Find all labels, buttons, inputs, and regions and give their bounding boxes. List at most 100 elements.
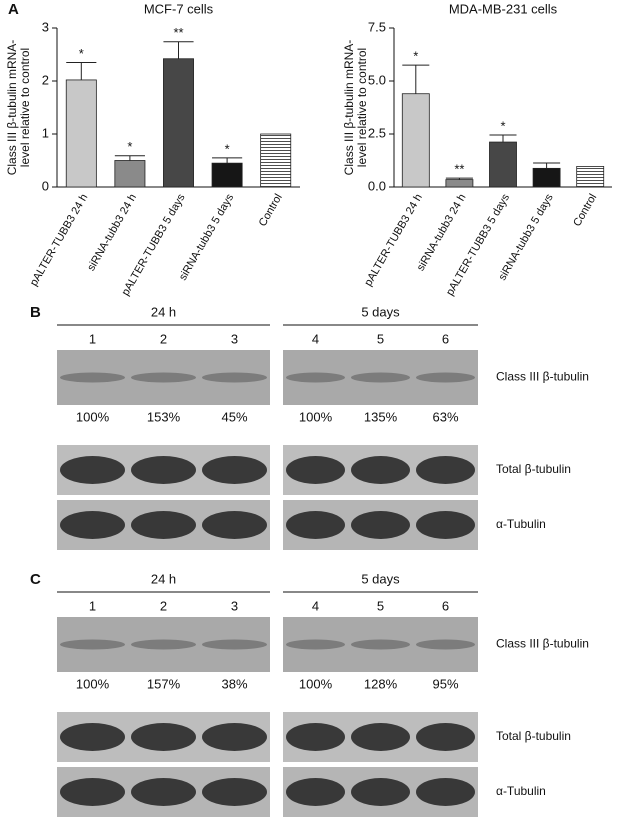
blot-band xyxy=(416,511,475,539)
blot-band xyxy=(131,372,196,383)
percent-label: 100% xyxy=(299,409,333,424)
y-axis-label: level relative to control xyxy=(355,48,369,167)
row-label: α-Tubulin xyxy=(496,517,546,531)
lane-number: 6 xyxy=(442,598,449,613)
x-tick-label: siRNA-tubb3 5 days xyxy=(177,192,237,283)
blot-band xyxy=(202,778,267,806)
y-tick-label: 0 xyxy=(42,178,49,193)
blot-band xyxy=(60,778,125,806)
bar xyxy=(211,162,243,188)
y-axis-label: Class III β-tubulin mRNA- xyxy=(5,40,19,176)
significance: * xyxy=(79,46,84,61)
blot-band xyxy=(202,511,267,539)
blot-band xyxy=(202,456,267,484)
percent-label: 128% xyxy=(364,676,398,691)
chart-title: MDA-MB-231 cells xyxy=(449,1,558,16)
significance: ** xyxy=(173,25,183,40)
y-tick-label: 7.5 xyxy=(368,19,386,34)
blot-band xyxy=(416,372,475,383)
blot-band xyxy=(351,778,410,806)
x-tick-label: pALTER-TUBB3 24 h xyxy=(28,192,91,288)
lane-number: 2 xyxy=(160,331,167,346)
blot-band xyxy=(416,778,475,806)
significance: * xyxy=(127,139,132,154)
lane-number: 3 xyxy=(231,331,238,346)
blot-band xyxy=(416,639,475,650)
bar xyxy=(163,58,194,188)
lane-number: 1 xyxy=(89,598,96,613)
percent-label: 153% xyxy=(147,409,181,424)
group-label: 24 h xyxy=(151,571,176,586)
blot-band xyxy=(351,372,410,383)
lane-number: 5 xyxy=(377,331,384,346)
x-tick-label: Control xyxy=(571,192,599,229)
row-label: α-Tubulin xyxy=(496,784,546,798)
blot-band xyxy=(60,723,125,751)
x-tick-label: siRNA-tubb3 24 h xyxy=(415,192,469,273)
bar xyxy=(260,133,292,188)
y-tick-label: 5.0 xyxy=(368,72,386,87)
percent-label: 95% xyxy=(432,676,458,691)
blot-band xyxy=(131,778,196,806)
blot-band xyxy=(131,456,196,484)
group-label: 5 days xyxy=(361,571,400,586)
percent-label: 45% xyxy=(221,409,247,424)
bar xyxy=(532,167,561,188)
blot-band xyxy=(60,511,125,539)
x-tick-label: pALTER-TUBB3 24 h xyxy=(362,192,425,288)
lane-number: 6 xyxy=(442,331,449,346)
lane-number: 4 xyxy=(312,598,319,613)
blot-band xyxy=(202,723,267,751)
lane-number: 4 xyxy=(312,331,319,346)
blot-band xyxy=(286,511,345,539)
row-label: Total β-tubulin xyxy=(496,462,571,476)
blot-band xyxy=(416,723,475,751)
blot-band xyxy=(60,639,125,650)
y-tick-label: 2 xyxy=(42,72,49,87)
lane-number: 5 xyxy=(377,598,384,613)
blot-band xyxy=(131,639,196,650)
blot-band xyxy=(131,723,196,751)
blot-band xyxy=(60,372,125,383)
y-tick-label: 1 xyxy=(42,125,49,140)
significance: * xyxy=(225,141,230,156)
percent-label: 100% xyxy=(76,676,110,691)
y-axis-label: level relative to control xyxy=(18,48,32,167)
percent-label: 63% xyxy=(432,409,458,424)
y-tick-label: 0.0 xyxy=(368,178,386,193)
significance: * xyxy=(500,118,505,133)
percent-label: 135% xyxy=(364,409,398,424)
group-label: 5 days xyxy=(361,304,400,319)
blot-band xyxy=(60,456,125,484)
blot-band xyxy=(202,372,267,383)
percent-label: 100% xyxy=(299,676,333,691)
panel-label: C xyxy=(30,571,41,588)
panel-label: A xyxy=(8,1,19,18)
bar xyxy=(65,79,97,188)
bar xyxy=(489,141,517,188)
blot-band xyxy=(131,511,196,539)
y-tick-label: 3 xyxy=(42,19,49,34)
blot-band xyxy=(351,639,410,650)
row-label: Total β-tubulin xyxy=(496,729,571,743)
bar xyxy=(401,93,430,188)
lane-number: 2 xyxy=(160,598,167,613)
group-label: 24 h xyxy=(151,304,176,319)
blot-band xyxy=(351,723,410,751)
significance: * xyxy=(413,49,418,64)
bar xyxy=(445,179,474,188)
blot-band xyxy=(286,723,345,751)
blot-band xyxy=(286,456,345,484)
y-axis-label: Class III β-tubulin mRNA- xyxy=(342,40,356,176)
blot-band xyxy=(286,372,345,383)
row-label: Class III β-tubulin xyxy=(496,370,589,384)
blot-band xyxy=(351,456,410,484)
percent-label: 100% xyxy=(76,409,110,424)
significance: ** xyxy=(454,162,464,177)
blot-band xyxy=(286,639,345,650)
bar xyxy=(576,166,605,188)
percent-label: 38% xyxy=(221,676,247,691)
percent-label: 157% xyxy=(147,676,181,691)
blot-band xyxy=(202,639,267,650)
x-tick-label: Control xyxy=(257,192,285,229)
